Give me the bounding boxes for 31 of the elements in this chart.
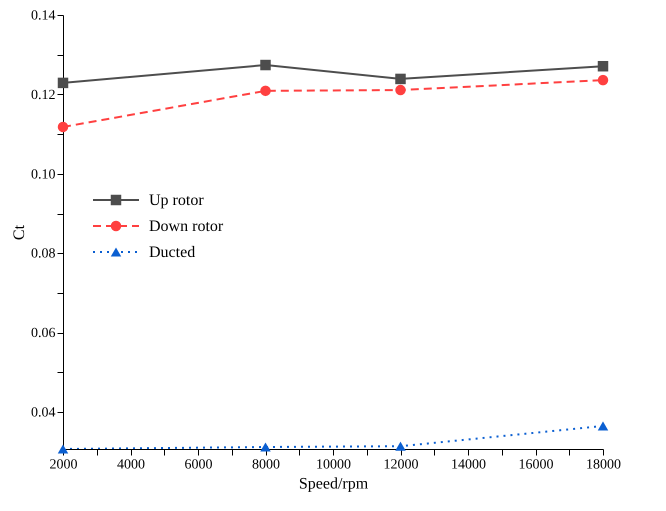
y-tick-label: 0.04 [31, 406, 56, 421]
x-tick-label: 12000 [384, 458, 418, 472]
x-tick-label: 4000 [117, 458, 145, 472]
point [395, 442, 406, 451]
x-axis-title: Speed/rpm [298, 476, 369, 492]
x-tick-label: 16000 [518, 458, 554, 472]
x-tick-label: 10000 [316, 458, 351, 472]
point [598, 60, 608, 72]
point [598, 74, 608, 86]
y-axis-title: Ct [11, 224, 28, 240]
point [260, 442, 271, 452]
x-tick-label: 14000 [451, 458, 486, 472]
y-tick-label: 0.08 [31, 246, 56, 262]
legend-label: Up rotor [149, 192, 204, 209]
y-tick-label: 0.12 [31, 88, 56, 103]
x-tick-label: 8000 [252, 458, 280, 472]
y-tick-label: 0.14 [31, 8, 56, 24]
point [395, 84, 406, 96]
y-tick-label: 0.06 [31, 326, 56, 342]
point [58, 122, 68, 132]
point [260, 60, 271, 70]
point [58, 78, 68, 88]
point [395, 74, 406, 84]
y-tick-label: 0.10 [31, 167, 56, 182]
legend-label: Ducted [149, 244, 196, 261]
legend-label: Down rotor [149, 218, 224, 235]
x-tick-label: 18000 [586, 458, 621, 472]
point [260, 86, 271, 96]
x-tick-label: 2000 [50, 458, 78, 472]
x-tick-label: 6000 [184, 458, 212, 472]
point [598, 421, 608, 431]
